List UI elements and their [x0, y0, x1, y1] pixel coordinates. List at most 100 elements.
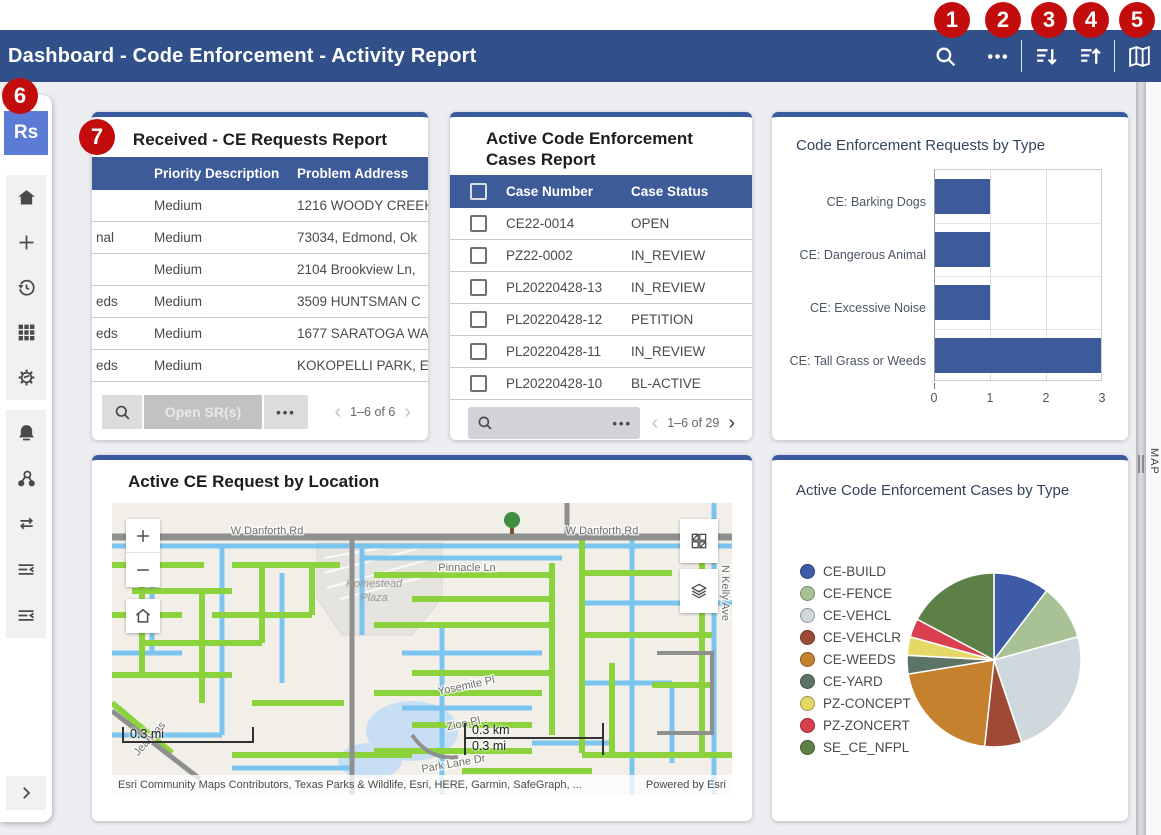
zoom-out-button[interactable] [126, 553, 160, 587]
bar-ce-dangerous-animal[interactable] [935, 232, 990, 267]
select-all-checkbox[interactable] [470, 183, 487, 200]
street-label: W Danforth Rd [566, 525, 639, 537]
panel-title: Received - CE Requests Report [92, 130, 428, 150]
legend-item[interactable]: PZ-ZONCERT [800, 714, 911, 736]
notifications-bell-icon[interactable] [6, 413, 46, 453]
list-collapse-icon[interactable] [6, 550, 46, 590]
table-more-icon[interactable]: ••• [612, 416, 632, 431]
bar-track [935, 276, 1101, 329]
panel-received-ce-requests: Received - CE Requests Report Priority D… [92, 112, 428, 440]
column-header-address: Problem Address [297, 166, 428, 181]
active-cases-table: Case Number Case Status CE22-0014 OPEN P… [450, 175, 752, 400]
cell-case-number: PL20220428-12 [506, 312, 631, 327]
cell-address: 73034, Edmond, Ok [297, 230, 428, 245]
legend-item[interactable]: CE-VEHCLR [800, 626, 911, 648]
home-icon[interactable] [6, 178, 46, 218]
panel-splitter[interactable] [1136, 82, 1146, 835]
org-share-icon[interactable] [6, 458, 46, 498]
open-sr-button[interactable]: Open SR(s) [144, 395, 262, 429]
zoom-in-button[interactable] [126, 519, 160, 553]
active-cases-footer: ••• ‹ 1–6 of 29 › [468, 407, 744, 439]
table-row[interactable]: eds Medium KOKOPELLI PARK, E [92, 350, 428, 382]
scalebar-dual: 0.3 km 0.3 mi [464, 723, 604, 755]
basemap-gallery-button[interactable] [680, 519, 718, 563]
x-axis [934, 383, 1102, 391]
table-row[interactable]: nal Medium 73034, Edmond, Ok [92, 222, 428, 254]
row-checkbox[interactable] [470, 247, 487, 264]
place-label: Plaza [360, 592, 388, 604]
x-tick-1: 1 [987, 391, 994, 405]
bar-ce-barking-dogs[interactable] [935, 179, 990, 214]
legend-item[interactable]: SE_CE_NFPL [800, 736, 911, 758]
place-label: Homestead [346, 578, 403, 590]
apps-grid-icon[interactable] [6, 313, 46, 353]
cell-case-status: OPEN [631, 216, 752, 231]
legend-item[interactable]: CE-YARD [800, 670, 911, 692]
table-more-icon[interactable]: ••• [264, 395, 308, 429]
page-prev-icon[interactable]: ‹ [325, 402, 350, 422]
layers-button[interactable] [680, 569, 718, 613]
settings-gear-icon[interactable] [6, 358, 46, 398]
bar-category-label: CE: Excessive Noise [784, 301, 926, 315]
table-row[interactable]: PL20220428-12 PETITION [450, 304, 752, 336]
map-canvas[interactable]: W Danforth Rd W Danforth Rd Pinnacle Ln … [112, 503, 732, 795]
row-checkbox[interactable] [470, 215, 487, 232]
table-search-bar[interactable]: ••• [468, 407, 640, 439]
panel-requests-by-type: Code Enforcement Requests by Type CE: Ba… [772, 112, 1128, 440]
page-range: 1–6 of 29 [667, 416, 719, 430]
more-options-icon[interactable] [975, 30, 1019, 82]
page-prev-icon[interactable]: ‹ [643, 413, 668, 433]
column-header-priority: Priority Description [154, 166, 297, 181]
row-checkbox[interactable] [470, 311, 487, 328]
page-next-icon[interactable]: › [395, 402, 420, 422]
sidebar-expand-button[interactable] [6, 776, 46, 810]
table-row[interactable]: CE22-0014 OPEN [450, 208, 752, 240]
bar-category-label: CE: Tall Grass or Weeds [784, 354, 926, 368]
cell-clipped: nal [92, 230, 154, 245]
home-extent-button[interactable] [126, 599, 160, 633]
table-row[interactable]: PL20220428-10 BL-ACTIVE [450, 368, 752, 400]
legend-swatch [800, 696, 815, 711]
legend-swatch [800, 608, 815, 623]
callout-3: 3 [1031, 2, 1067, 38]
legend-item[interactable]: PZ-CONCEPT [800, 692, 911, 714]
legend-item[interactable]: CE-BUILD [800, 560, 911, 582]
search-icon[interactable] [923, 30, 967, 82]
swap-arrows-icon[interactable] [6, 504, 46, 544]
history-icon[interactable] [6, 268, 46, 308]
table-row[interactable]: eds Medium 3509 HUNTSMAN C [92, 286, 428, 318]
table-row[interactable]: Medium 2104 Brookview Ln, [92, 254, 428, 286]
table-row[interactable]: eds Medium 1677 SARATOGA WA [92, 318, 428, 350]
bar-track [935, 329, 1101, 382]
legend-item[interactable]: CE-WEEDS [800, 648, 911, 670]
row-checkbox[interactable] [470, 279, 487, 296]
row-checkbox[interactable] [470, 375, 487, 392]
left-sidebar: Rs [0, 95, 52, 822]
cell-case-status: IN_REVIEW [631, 344, 752, 359]
table-row[interactable]: PL20220428-11 IN_REVIEW [450, 336, 752, 368]
user-avatar[interactable]: Rs [4, 111, 48, 155]
bar-ce-excessive-noise[interactable] [935, 285, 990, 320]
legend-item[interactable]: CE-FENCE [800, 582, 911, 604]
panel-title: Active Code Enforcement Cases Report [486, 128, 732, 171]
pie-slice-CE-WEEDS[interactable] [908, 660, 994, 746]
add-icon[interactable] [6, 223, 46, 263]
list-collapse-icon-2[interactable] [6, 595, 46, 635]
table-row[interactable]: Medium 1216 WOODY CREEK [92, 190, 428, 222]
cell-case-number: PL20220428-11 [506, 344, 631, 359]
table-row[interactable]: PL20220428-13 IN_REVIEW [450, 272, 752, 304]
row-checkbox[interactable] [470, 343, 487, 360]
cell-case-status: IN_REVIEW [631, 248, 752, 263]
table-row[interactable]: PZ22-0002 IN_REVIEW [450, 240, 752, 272]
cell-priority: Medium [154, 294, 297, 309]
table-search-icon[interactable] [102, 395, 142, 429]
bar-ce-tall-grass-weeds[interactable] [935, 338, 1101, 373]
legend-item[interactable]: CE-VEHCL [800, 604, 911, 626]
legend-swatch [800, 586, 815, 601]
map-attribution: Esri Community Maps Contributors, Texas … [112, 775, 732, 795]
sidebar-group-bottom [6, 410, 46, 638]
map-side-tab[interactable]: MAP [1147, 448, 1161, 490]
page-next-icon[interactable]: › [719, 413, 744, 433]
legend-swatch [800, 652, 815, 667]
pie-legend: CE-BUILD CE-FENCE CE-VEHCL CE-VEHCLR CE-… [800, 560, 911, 758]
